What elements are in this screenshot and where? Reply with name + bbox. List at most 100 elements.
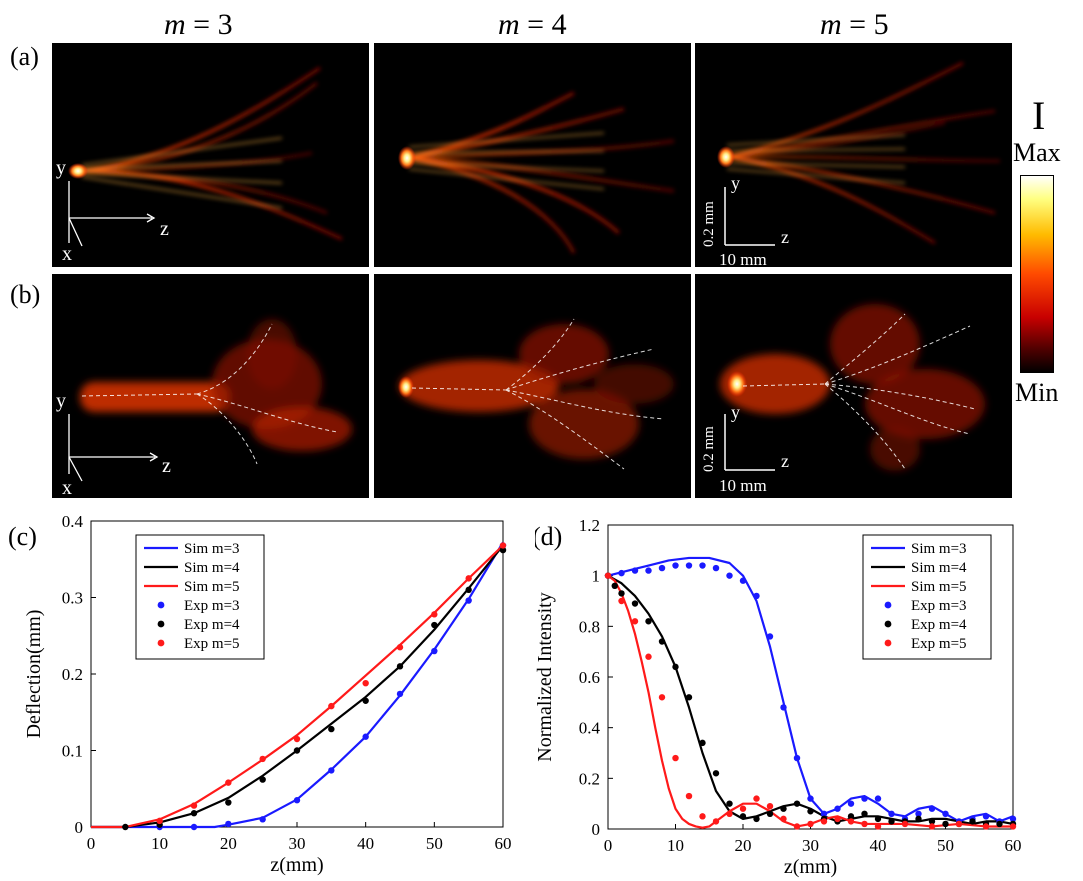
chart-c-series-point-5 <box>431 611 438 618</box>
colorbar <box>1020 175 1054 373</box>
chart-d-legend-label-0: Sim m=3 <box>911 541 967 557</box>
chart-d-series-point-4 <box>928 818 936 825</box>
chart-d-series-point-3 <box>874 795 882 802</box>
chart-d-ytick-label: 0.8 <box>579 617 600 636</box>
chart-d-series-point-5 <box>645 653 652 660</box>
chart-c-legend-label-5: Exp m=5 <box>184 636 240 652</box>
chart-d-series-point-4 <box>969 818 976 825</box>
chart-d-legend-swatch-3 <box>884 601 892 609</box>
chart-c-legend-swatch-3 <box>157 601 165 609</box>
chart-c-ytick-label: 0.1 <box>62 742 83 761</box>
sim-panel-m4 <box>374 43 691 267</box>
chart-d-series-point-3 <box>672 562 679 569</box>
chart-d-series-point-3 <box>861 795 868 802</box>
axis-label-z: z <box>160 218 169 240</box>
chart-d-series-point-4 <box>942 820 949 828</box>
chart-d-series-point-4 <box>699 739 706 747</box>
chart-d-series-point-4 <box>888 818 895 825</box>
axis-label-x: x <box>62 477 72 498</box>
chart-d-series-point-3 <box>739 577 747 584</box>
sim-image-m3: y z x <box>56 66 343 265</box>
beam-spot <box>717 146 735 168</box>
chart-c-series-point-4 <box>499 546 507 554</box>
chart-d-series-point-4 <box>874 815 882 823</box>
chart-d-xtick-label: 40 <box>870 836 887 855</box>
chart-d-legend-label-2: Sim m=5 <box>911 579 967 595</box>
chart-d-xlabel: z(mm) <box>784 856 837 878</box>
chart-d-legend-label-3: Exp m=3 <box>911 598 967 614</box>
chart-d-series-point-4 <box>780 805 787 812</box>
chart-c-legend-label-3: Exp m=3 <box>184 598 240 614</box>
chart-d-series-point-5 <box>739 805 747 812</box>
chart-c-series-point-4 <box>465 586 472 594</box>
chart-d-series-point-5 <box>685 792 693 800</box>
chart-c-series-point-5 <box>156 817 163 825</box>
chart-d-series-point-3 <box>658 564 666 572</box>
column-title-m3: m = 3 <box>164 8 233 41</box>
chart-c-series-point-5 <box>396 644 404 651</box>
chart-d-ylabel: Normalized Intensity <box>535 592 556 761</box>
chart-c-series-point-4 <box>328 725 335 733</box>
chart-d-series-point-5 <box>726 810 733 817</box>
sim-image-m5: y z 0.2 mm 10 mm <box>701 61 1001 267</box>
chart-c-legend-label-0: Sim m=3 <box>184 541 240 557</box>
chart-c-xlabel: z(mm) <box>270 854 323 876</box>
chart-c-xtick-label: 50 <box>426 834 443 853</box>
chart-d-ytick-label: 0.6 <box>579 668 600 687</box>
chart-d-series-point-5 <box>604 572 612 579</box>
chart-c-ytick-label: 0.3 <box>62 589 83 608</box>
axis-label-y: y <box>56 157 66 179</box>
chart-d-series-point-4 <box>766 810 774 817</box>
chart-d-series-point-3 <box>888 810 895 817</box>
axis-label-z: z <box>781 451 789 471</box>
scale-bar-horizontal-label: 10 mm <box>719 476 767 495</box>
chart-d-series-point-4 <box>685 694 693 701</box>
chart-d-series-line-2 <box>607 574 1013 829</box>
chart-d-series-point-5 <box>928 823 936 830</box>
chart-d-series-point-5 <box>631 618 639 625</box>
chart-c-series-point-4 <box>259 776 266 783</box>
chart-d-legend-label-4: Exp m=4 <box>911 617 967 633</box>
chart-d-series-point-5 <box>982 823 990 830</box>
chart-d-series-point-4 <box>915 815 922 823</box>
chart-c-legend-swatch-5 <box>157 639 165 647</box>
chart-d-series-point-4 <box>658 638 666 645</box>
chart-d-series-point-5 <box>793 823 801 830</box>
chart-d-series-point-3 <box>699 562 706 569</box>
chart-c-series-point-5 <box>328 702 335 710</box>
chart-c-series-line-0 <box>91 541 504 829</box>
chart-c-series-point-5 <box>293 735 301 743</box>
chart-c-series-point-5 <box>499 542 507 549</box>
row-label-a: (a) <box>10 42 39 71</box>
chart-d-series-point-4 <box>861 810 868 817</box>
chart-d-series-point-3 <box>982 813 990 820</box>
chart-d-series-point-3 <box>685 562 693 569</box>
sim-panel-m5: y z 0.2 mm 10 mm <box>695 43 1012 267</box>
chart-d-xtick-label: 30 <box>802 836 819 855</box>
chart-d-series-point-4 <box>793 800 801 807</box>
chart-c: (c) 0 10 20 30 40 50 60 0 0.1 0.2 0.3 0.4 z(mm) Deflec… <box>8 512 512 876</box>
chart-d-series-point-4 <box>645 618 652 625</box>
colorbar-min-label: Min <box>1015 378 1059 407</box>
chart-c-xtick-label: 40 <box>357 834 374 853</box>
row-label-b: (b) <box>10 280 41 309</box>
chart-d-series-point-4 <box>672 663 679 671</box>
chart-d-panel-label: (d) <box>535 522 562 551</box>
chart-d-series-point-5 <box>658 694 666 701</box>
chart-c-legend-label-1: Sim m=4 <box>184 560 240 576</box>
chart-d-series-point-3 <box>631 567 639 574</box>
chart-d-series-point-3 <box>915 810 922 817</box>
exp-image-m4 <box>398 318 674 470</box>
chart-d-series-point-5 <box>780 815 787 823</box>
chart-d-ytick-label: 1 <box>592 567 601 586</box>
column-title-m4: m = 4 <box>498 8 567 41</box>
chart-c-legend-swatch-4 <box>157 620 165 628</box>
axis-label-z: z <box>162 455 171 477</box>
chart-d-series-point-5 <box>1009 823 1017 830</box>
chart-c-series-point-3 <box>293 797 301 804</box>
chart-d-series-point-3 <box>942 810 949 817</box>
chart-c-series-point-4 <box>190 810 198 817</box>
scale-bar-vertical-label: 0.2 mm <box>701 201 717 247</box>
chart-d-series-point-4 <box>618 590 625 597</box>
chart-d-xtick-label: 50 <box>937 836 954 855</box>
